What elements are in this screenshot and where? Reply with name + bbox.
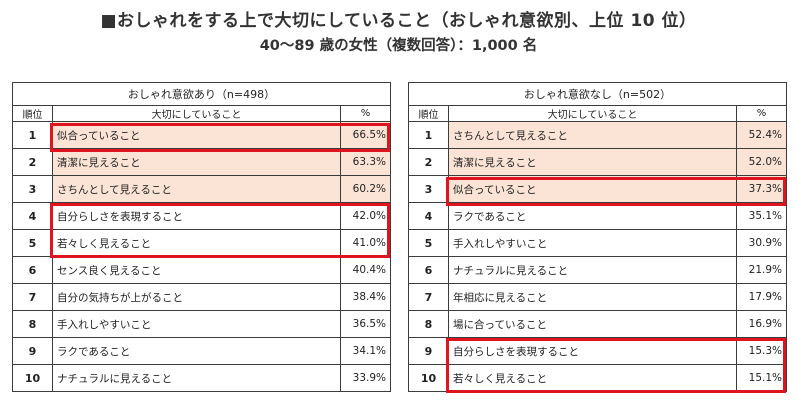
- pct-cell: 38.4%: [339, 283, 392, 311]
- page-subtitle: 40～89 歳の女性（複数回答）：1,000 名: [259, 38, 538, 54]
- pct-cell: 41.0%: [339, 229, 392, 257]
- table-panel-left: おしゃれ意欲あり（n=498） 順位 大切にしていること % 1 似合っていること…: [11, 82, 392, 392]
- pct-cell: 52.4%: [735, 121, 788, 149]
- ranking-table-left: おしゃれ意欲あり（n=498） 順位 大切にしていること % 1 似合っていること…: [11, 82, 392, 392]
- rank-cell: 7: [12, 283, 53, 311]
- item-cell: 自分らしさを表現すること: [52, 202, 341, 230]
- pct-cell: 21.9%: [735, 256, 788, 284]
- table-row: 5 若々しく見えること 41.0%: [12, 229, 392, 257]
- rank-cell: 5: [408, 229, 449, 257]
- table-row: 4 自分らしさを表現すること 42.0%: [12, 202, 392, 230]
- table-row: 10 ナチュラルに見えること 33.9%: [12, 364, 392, 392]
- table-panel-right: おしゃれ意欲なし（n=502） 順位 大切にしていること % 1 さちんとして見え…: [407, 82, 788, 392]
- rank-cell: 3: [408, 175, 449, 203]
- rank-cell: 8: [408, 310, 449, 338]
- table-row: 2 清潔に見えること 63.3%: [12, 148, 392, 176]
- item-cell: 清潔に見えること: [448, 148, 737, 176]
- table-row: 2 清潔に見えること 52.0%: [408, 148, 788, 176]
- pct-cell: 40.4%: [339, 256, 392, 284]
- item-cell: 似合っていること: [448, 175, 737, 203]
- table-row: 1 似合っていること 66.5%: [12, 121, 392, 149]
- item-cell: さちんとして見えること: [52, 175, 341, 203]
- rank-cell: 1: [408, 121, 449, 149]
- item-cell: 年相応に見えること: [448, 283, 737, 311]
- header-item: 大切にしていること: [52, 105, 341, 122]
- item-cell: ナチュラルに見えること: [52, 364, 341, 392]
- table-row: 7 自分の気持ちが上がること 38.4%: [12, 283, 392, 311]
- rank-cell: 10: [12, 364, 53, 392]
- page-title: ■おしゃれをする上で大切にしていること（おしゃれ意欲別、上位 10 位）: [100, 11, 697, 31]
- header-item: 大切にしていること: [448, 105, 737, 122]
- table-row: 3 似合っていること 37.3%: [408, 175, 788, 203]
- pct-cell: 34.1%: [339, 337, 392, 365]
- pct-cell: 52.0%: [735, 148, 788, 176]
- header-rank: 順位: [12, 105, 53, 122]
- pct-cell: 16.9%: [735, 310, 788, 338]
- table-caption: おしゃれ意欲なし（n=502）: [407, 82, 788, 106]
- item-cell: 若々しく見えること: [52, 229, 341, 257]
- pct-cell: 17.9%: [735, 283, 788, 311]
- pct-cell: 60.2%: [339, 175, 392, 203]
- item-cell: ラクであること: [52, 337, 341, 365]
- pct-cell: 37.3%: [735, 175, 788, 203]
- header-rank: 順位: [408, 105, 449, 122]
- item-cell: さちんとして見えること: [448, 121, 737, 149]
- rank-cell: 2: [408, 148, 449, 176]
- rank-cell: 4: [408, 202, 449, 230]
- table-caption: おしゃれ意欲あり（n=498）: [11, 82, 392, 106]
- table-row: 8 場に合っていること 16.9%: [408, 310, 788, 338]
- table-row: 1 さちんとして見えること 52.4%: [408, 121, 788, 149]
- pct-cell: 35.1%: [735, 202, 788, 230]
- pct-cell: 33.9%: [339, 364, 392, 392]
- rank-cell: 9: [12, 337, 53, 365]
- pct-cell: 30.9%: [735, 229, 788, 257]
- table-row: 5 手入れしやすいこと 30.9%: [408, 229, 788, 257]
- item-cell: 場に合っていること: [448, 310, 737, 338]
- table-row: 9 ラクであること 34.1%: [12, 337, 392, 365]
- pct-cell: 15.3%: [735, 337, 788, 365]
- item-cell: 清潔に見えること: [52, 148, 341, 176]
- table-row: 7 年相応に見えること 17.9%: [408, 283, 788, 311]
- rank-cell: 4: [12, 202, 53, 230]
- item-cell: 若々しく見えること: [448, 364, 737, 392]
- pct-cell: 42.0%: [339, 202, 392, 230]
- rank-cell: 8: [12, 310, 53, 338]
- rank-cell: 10: [408, 364, 449, 392]
- rank-cell: 6: [12, 256, 53, 284]
- item-cell: 自分の気持ちが上がること: [52, 283, 341, 311]
- ranking-table-right: おしゃれ意欲なし（n=502） 順位 大切にしていること % 1 さちんとして見え…: [407, 82, 788, 392]
- table-row: 6 センス良く見えること 40.4%: [12, 256, 392, 284]
- item-cell: 自分らしさを表現すること: [448, 337, 737, 365]
- item-cell: ナチュラルに見えること: [448, 256, 737, 284]
- pct-cell: 36.5%: [339, 310, 392, 338]
- header-pct: %: [735, 105, 788, 122]
- item-cell: 似合っていること: [52, 121, 341, 149]
- pct-cell: 15.1%: [735, 364, 788, 392]
- item-cell: センス良く見えること: [52, 256, 341, 284]
- rank-cell: 5: [12, 229, 53, 257]
- table-row: 6 ナチュラルに見えること 21.9%: [408, 256, 788, 284]
- rank-cell: 1: [12, 121, 53, 149]
- table-row: 8 手入れしやすいこと 36.5%: [12, 310, 392, 338]
- pct-cell: 66.5%: [339, 121, 392, 149]
- item-cell: ラクであること: [448, 202, 737, 230]
- table-row: 9 自分らしさを表現すること 15.3%: [408, 337, 788, 365]
- table-row: 4 ラクであること 35.1%: [408, 202, 788, 230]
- item-cell: 手入れしやすいこと: [448, 229, 737, 257]
- rank-cell: 9: [408, 337, 449, 365]
- item-cell: 手入れしやすいこと: [52, 310, 341, 338]
- rank-cell: 6: [408, 256, 449, 284]
- table-row: 10 若々しく見えること 15.1%: [408, 364, 788, 392]
- pct-cell: 63.3%: [339, 148, 392, 176]
- rank-cell: 3: [12, 175, 53, 203]
- header-pct: %: [339, 105, 392, 122]
- rank-cell: 7: [408, 283, 449, 311]
- table-row: 3 さちんとして見えること 60.2%: [12, 175, 392, 203]
- rank-cell: 2: [12, 148, 53, 176]
